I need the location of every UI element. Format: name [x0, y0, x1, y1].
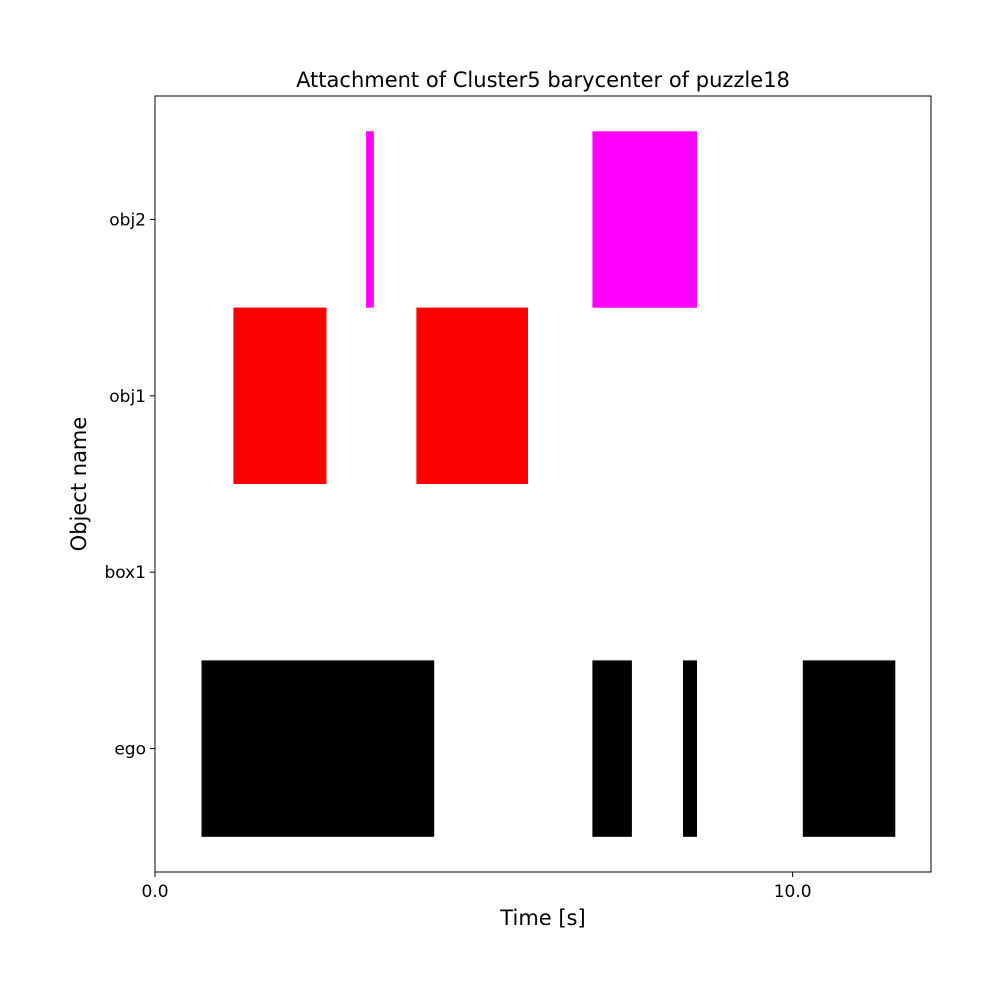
y-axis-label: Object name: [67, 417, 91, 552]
plot-frame: [154, 95, 932, 873]
chart-title: Attachment of Cluster5 barycenter of puz…: [296, 68, 790, 92]
bar-ego-0: [201, 660, 435, 837]
bar-layer: [201, 131, 896, 837]
y-tick-label-obj1: obj1: [109, 387, 146, 407]
bar-obj2-1: [592, 131, 697, 308]
x-axis-label: Time [s]: [499, 906, 585, 930]
x-axis: 0.0 10.0: [141, 872, 812, 902]
x-tick-label-0: 0.0: [141, 882, 168, 902]
y-tick-label-box1: box1: [104, 563, 146, 583]
bar-ego-3: [802, 660, 896, 837]
x-tick-label-1: 10.0: [774, 882, 812, 902]
bar-ego-2: [683, 660, 697, 837]
y-tick-label-ego: ego: [114, 740, 146, 760]
y-tick-label-obj2: obj2: [109, 210, 146, 230]
bar-ego-1: [592, 660, 632, 837]
bar-obj1-1: [416, 307, 528, 484]
y-axis: ego box1 obj1 obj2: [104, 210, 155, 760]
bar-obj1-0: [233, 307, 327, 484]
bar-obj2-0: [366, 131, 374, 308]
